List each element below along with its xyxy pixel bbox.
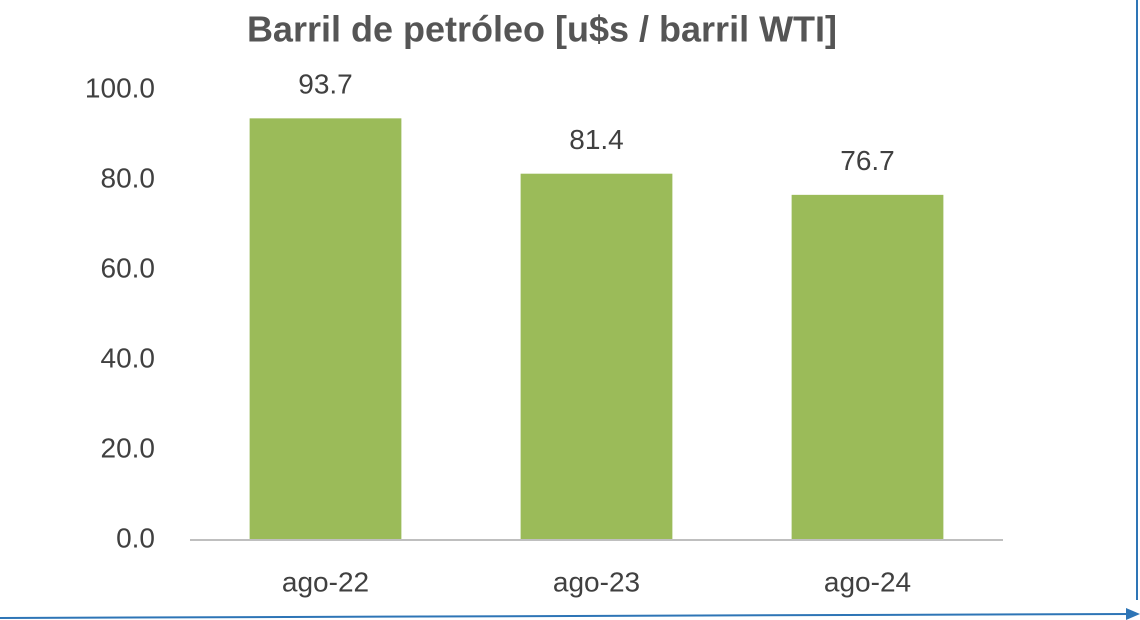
bar bbox=[249, 118, 402, 540]
y-tick-label: 0.0 bbox=[116, 522, 155, 553]
data-label: 93.7 bbox=[298, 69, 353, 100]
y-tick-label: 40.0 bbox=[101, 342, 156, 373]
data-label: 81.4 bbox=[569, 124, 624, 155]
decor-arrow bbox=[1126, 608, 1140, 620]
y-tick-label: 80.0 bbox=[101, 162, 156, 193]
y-tick-label: 20.0 bbox=[101, 432, 156, 463]
x-tick-label: ago-24 bbox=[824, 566, 911, 597]
chart-title: Barril de petróleo [u$s / barril WTI] bbox=[247, 9, 837, 50]
y-tick-label: 100.0 bbox=[85, 72, 155, 103]
x-tick-label: ago-22 bbox=[282, 566, 369, 597]
bar bbox=[791, 194, 944, 540]
bar bbox=[520, 173, 673, 540]
data-label: 76.7 bbox=[840, 145, 895, 176]
y-tick-label: 60.0 bbox=[101, 252, 156, 283]
x-tick-label: ago-23 bbox=[553, 566, 640, 597]
decor-line bbox=[0, 613, 1133, 619]
